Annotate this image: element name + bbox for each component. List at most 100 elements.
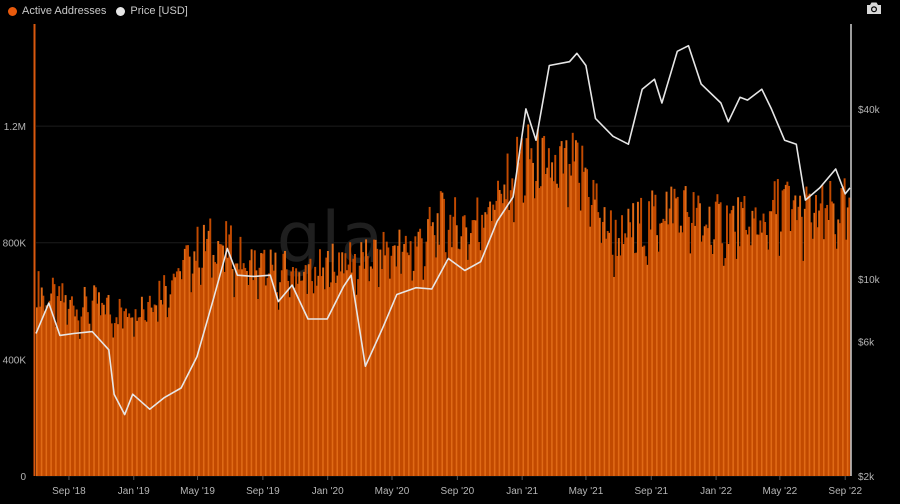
- active-addresses-bar: [716, 194, 719, 476]
- active-addresses-bar: [39, 306, 42, 476]
- active-addresses-bar: [700, 241, 703, 476]
- active-addresses-bar: [694, 225, 697, 476]
- active-addresses-bar: [619, 255, 622, 476]
- active-addresses-bar: [90, 331, 92, 476]
- active-addresses-bar: [435, 257, 437, 476]
- active-addresses-bar: [718, 203, 720, 476]
- active-addresses-bar: [125, 308, 127, 476]
- active-addresses-bar: [824, 208, 827, 476]
- active-addresses-bar: [395, 266, 398, 476]
- active-addresses-bar: [360, 242, 363, 476]
- active-addresses-bar: [490, 220, 493, 476]
- active-addresses-bar: [58, 286, 61, 476]
- active-addresses-bar: [66, 324, 69, 476]
- active-addresses-bar: [326, 250, 329, 476]
- active-addresses-bar: [498, 190, 501, 476]
- active-addresses-bar: [514, 179, 517, 477]
- active-addresses-bar: [140, 296, 143, 476]
- active-addresses-bar: [627, 208, 630, 476]
- active-addresses-bar: [63, 302, 65, 476]
- active-addresses-bar: [187, 245, 189, 476]
- active-addresses-bar: [160, 299, 162, 476]
- active-addresses-bar: [454, 197, 457, 476]
- active-addresses-bar: [684, 186, 687, 477]
- legend-item-price[interactable]: Price [USD]: [116, 5, 188, 17]
- active-addresses-bar: [791, 209, 794, 476]
- active-addresses-bar: [379, 249, 382, 476]
- y-axis-left: 0 400K 800K 1.2M: [3, 122, 27, 483]
- active-addresses-bar: [104, 314, 107, 476]
- active-addresses-bar: [775, 214, 778, 476]
- active-addresses-bar: [595, 183, 598, 476]
- active-addresses-bar: [808, 193, 811, 476]
- active-addresses-bar: [484, 212, 487, 476]
- active-addresses-bar: [468, 244, 471, 476]
- active-addresses-bar: [753, 218, 755, 477]
- active-addresses-bar: [668, 208, 671, 477]
- active-addresses-bar: [234, 263, 237, 476]
- active-addresses-bar: [229, 225, 232, 476]
- active-addresses-bar: [365, 239, 368, 476]
- active-addresses-bar: [158, 280, 161, 476]
- active-addresses-bar: [822, 239, 825, 476]
- active-addresses-bar: [522, 202, 525, 476]
- active-addresses-bar: [687, 216, 690, 477]
- active-addresses-bar: [799, 195, 802, 476]
- active-addresses-bar: [350, 272, 353, 476]
- active-addresses-bar: [547, 148, 550, 476]
- active-addresses-bar: [829, 181, 832, 476]
- active-addresses-bar: [773, 181, 776, 476]
- active-addresses-bar: [177, 268, 180, 476]
- y-right-tick-label: $10k: [858, 275, 881, 286]
- x-tick-label: Jan '20: [312, 486, 344, 497]
- active-addresses-bar: [169, 294, 172, 476]
- active-addresses-bar: [258, 267, 261, 476]
- active-addresses-bar: [293, 287, 296, 476]
- active-addresses-bar: [710, 244, 713, 476]
- x-tick-label: Sep '21: [634, 486, 668, 497]
- active-addresses-bar: [713, 239, 716, 476]
- active-addresses-bar: [597, 212, 600, 476]
- active-addresses-bar: [797, 206, 800, 477]
- active-addresses-bar: [412, 270, 415, 476]
- y-left-tick-label: 800K: [3, 239, 27, 250]
- x-tick-label: Sep '20: [441, 486, 475, 497]
- camera-icon[interactable]: [866, 1, 882, 15]
- active-addresses-bar: [648, 201, 651, 476]
- active-addresses-bar: [218, 244, 221, 476]
- legend-label-price: Price [USD]: [130, 5, 188, 17]
- active-addresses-bar: [312, 293, 315, 476]
- active-addresses-bar: [199, 284, 202, 476]
- active-addresses-bar: [325, 257, 328, 476]
- active-addresses-bar: [93, 285, 96, 476]
- active-addresses-bar: [609, 210, 612, 477]
- active-addresses-bar: [196, 226, 199, 476]
- active-addresses-bar: [781, 190, 784, 476]
- active-addresses-bar: [285, 269, 288, 476]
- active-addresses-bar: [503, 184, 506, 476]
- active-addresses-bar: [163, 275, 166, 476]
- active-addresses-bar: [724, 258, 727, 476]
- active-addresses-bar: [594, 199, 596, 476]
- y-right-tick-label: $40k: [858, 105, 881, 116]
- active-addresses-bar: [512, 222, 515, 476]
- active-addresses-bar: [126, 317, 129, 476]
- active-addresses-bar: [460, 236, 463, 476]
- active-addresses-bar: [363, 268, 366, 476]
- active-addresses-bar: [772, 199, 775, 477]
- active-addresses-bar: [608, 232, 611, 476]
- active-addresses-bar: [792, 200, 795, 476]
- active-addresses-bar: [656, 235, 658, 476]
- active-addresses-bar: [789, 231, 792, 476]
- active-addresses-bar: [667, 224, 670, 476]
- active-addresses-bar: [342, 273, 345, 476]
- active-addresses-bar: [543, 135, 546, 476]
- active-addresses-bar: [784, 184, 787, 476]
- active-addresses-bar: [128, 313, 131, 476]
- active-addresses-bar: [109, 314, 112, 476]
- active-addresses-bar: [691, 222, 693, 476]
- active-addresses-bar: [738, 246, 741, 476]
- active-addresses-bar: [689, 253, 692, 476]
- active-addresses-bar: [191, 273, 194, 476]
- legend-item-active-addresses[interactable]: Active Addresses: [8, 5, 106, 17]
